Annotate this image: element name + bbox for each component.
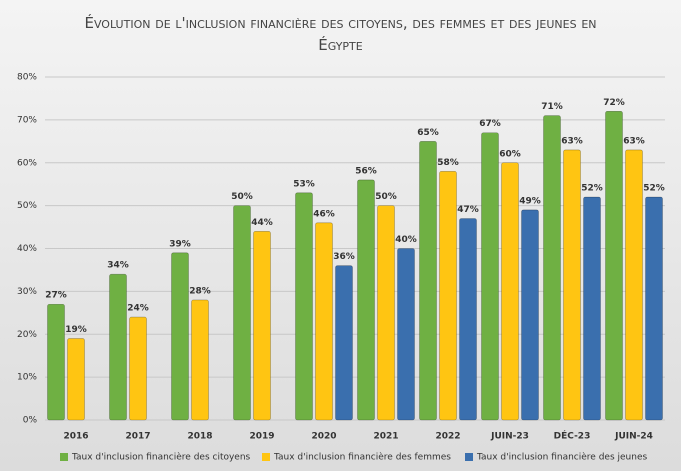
data-label: 72%: [603, 98, 625, 108]
x-tick-label: DÉC-23: [554, 430, 591, 442]
data-label: 52%: [581, 184, 603, 194]
bar: [439, 171, 457, 421]
bar: [397, 248, 415, 421]
data-label: 53%: [293, 179, 315, 189]
bar: [625, 149, 643, 421]
legend-label: Taux d'inclusion financière des jeunes: [476, 452, 647, 463]
bar: [233, 205, 251, 421]
data-label: 49%: [519, 196, 541, 206]
bar: [377, 205, 395, 421]
data-label: 58%: [437, 158, 459, 168]
data-label: 52%: [643, 184, 665, 194]
data-label: 47%: [457, 205, 479, 215]
bar: [419, 141, 437, 421]
bar: [459, 218, 477, 421]
x-tick-label: 2021: [373, 432, 398, 442]
bar: [645, 196, 663, 421]
y-tick-label: 80%: [17, 73, 37, 83]
bar: [521, 209, 539, 421]
y-tick-label: 30%: [17, 287, 37, 297]
legend-swatch: [262, 453, 270, 461]
legend-label: Taux d'inclusion financière des citoyens: [71, 452, 251, 463]
bar: [295, 192, 313, 421]
data-label: 24%: [127, 304, 149, 314]
x-tick-label: 2019: [249, 432, 274, 442]
bar: [67, 338, 85, 421]
bar: [191, 299, 209, 421]
bar: [315, 222, 333, 421]
bar: [605, 111, 623, 421]
data-label: 40%: [395, 235, 417, 245]
y-tick-label: 0%: [23, 416, 38, 426]
data-label: 28%: [189, 286, 211, 296]
data-label: 46%: [313, 209, 335, 219]
y-tick-label: 70%: [17, 115, 37, 125]
data-label: 56%: [355, 166, 377, 176]
bar: [253, 231, 271, 421]
x-tick-label: 2017: [125, 432, 150, 442]
x-tick-label: JUIN-24: [614, 432, 653, 442]
data-label: 71%: [541, 102, 563, 112]
data-label: 65%: [417, 128, 439, 138]
legend-swatch: [465, 453, 473, 461]
data-label: 27%: [45, 291, 67, 301]
data-label: 50%: [375, 192, 397, 202]
y-tick-label: 20%: [17, 330, 37, 340]
data-label: 63%: [623, 136, 645, 146]
bar: [335, 265, 353, 421]
y-tick-label: 10%: [17, 373, 37, 383]
legend-label: Taux d'inclusion financière des femmes: [273, 452, 451, 463]
x-tick-label: 2020: [311, 432, 336, 442]
bar: [563, 149, 581, 421]
data-label: 36%: [333, 252, 355, 262]
bar: [129, 316, 147, 421]
data-label: 67%: [479, 119, 501, 129]
bar: [481, 132, 499, 421]
data-label: 50%: [231, 192, 253, 202]
legend-swatch: [60, 453, 68, 461]
bar: [109, 273, 127, 421]
y-tick-label: 50%: [17, 201, 37, 211]
bar: [543, 115, 561, 421]
data-label: 63%: [561, 136, 583, 146]
bar: [583, 196, 601, 421]
data-label: 34%: [107, 261, 129, 271]
bar: [501, 162, 519, 421]
x-tick-label: 2018: [187, 432, 212, 442]
y-tick-label: 40%: [17, 244, 37, 254]
x-tick-label: JUIN-23: [490, 432, 529, 442]
bar: [47, 303, 65, 421]
x-tick-label: 2016: [63, 432, 88, 442]
data-label: 60%: [499, 149, 521, 159]
bar: [171, 252, 189, 421]
chart-title: Évolution de l'inclusion financière des …: [84, 14, 597, 54]
bar: [357, 179, 375, 421]
y-tick-label: 60%: [17, 158, 37, 168]
data-label: 19%: [65, 325, 87, 335]
data-label: 39%: [169, 239, 191, 249]
x-tick-label: 2022: [435, 432, 460, 442]
data-label: 44%: [251, 218, 273, 228]
